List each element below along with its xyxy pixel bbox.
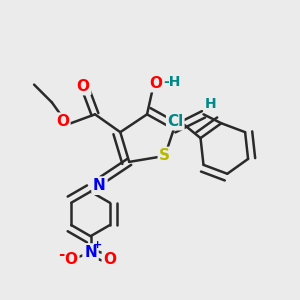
Text: +: + [92, 240, 102, 250]
Text: H: H [205, 97, 217, 111]
Text: -H: -H [164, 75, 181, 88]
Text: O: O [149, 76, 162, 91]
Text: O: O [65, 253, 78, 268]
Text: O: O [103, 253, 116, 268]
Text: S: S [159, 148, 170, 164]
Text: -: - [58, 247, 65, 262]
Text: N: N [93, 178, 106, 193]
Text: N: N [84, 245, 97, 260]
Text: O: O [56, 114, 69, 129]
Text: Cl: Cl [167, 114, 183, 129]
Text: O: O [76, 79, 90, 94]
